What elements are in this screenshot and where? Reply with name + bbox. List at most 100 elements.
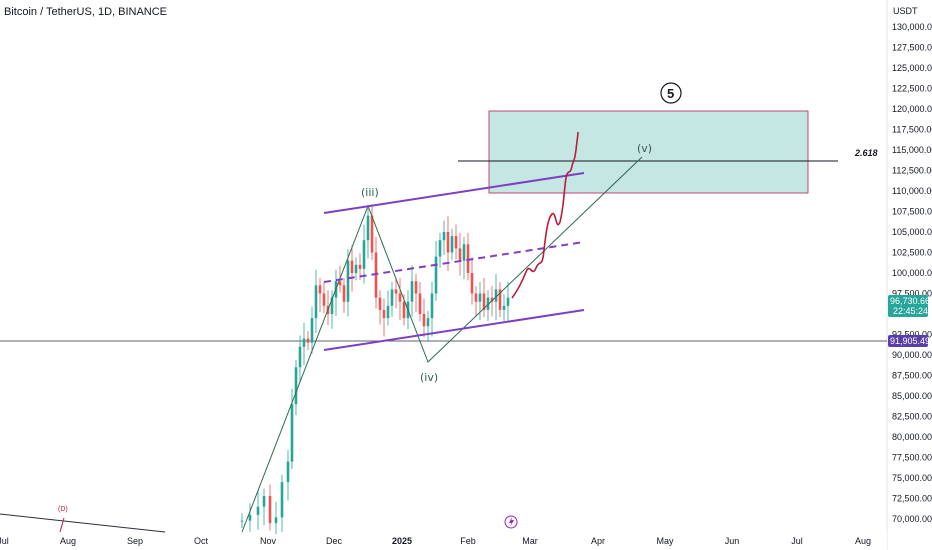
candle-body[interactable] [462, 244, 466, 261]
chart-title: Bitcoin / TetherUS, 1D, BINANCE [4, 6, 168, 18]
candle-body[interactable] [274, 517, 278, 524]
channel-mid-line[interactable] [323, 241, 585, 283]
candle-body[interactable] [314, 285, 318, 319]
candle-body[interactable] [450, 236, 454, 253]
time-axis[interactable] [0, 532, 887, 550]
candle-body[interactable] [410, 281, 414, 302]
candle-body[interactable] [470, 273, 474, 294]
y-tick-label: 90,000.00 [892, 350, 932, 360]
candle-body[interactable] [322, 293, 326, 306]
countdown: 22:45:24 [893, 306, 928, 316]
candle-body[interactable] [502, 305, 506, 310]
candle-body[interactable] [268, 496, 272, 524]
candle-body[interactable] [346, 260, 350, 302]
candle-body[interactable] [454, 236, 458, 249]
y-tick-label: 97,500.00 [892, 289, 932, 299]
candle-body[interactable] [286, 461, 290, 483]
candle-body[interactable] [366, 215, 370, 241]
y-tick-label: 85,000.00 [892, 391, 932, 401]
x-axis-labels: Jul Aug Sep Oct Nov Dec 2025 Feb Mar Apr May Jun Jul… [0, 536, 871, 546]
wave-label-v: (v) [637, 142, 652, 155]
x-tick-label: May [656, 536, 674, 546]
x-tick-label: Nov [260, 536, 277, 546]
candle-body[interactable] [306, 338, 310, 343]
current-price: 96,730.66 [890, 296, 930, 306]
candle-body[interactable] [298, 346, 302, 368]
candle-body[interactable] [422, 314, 426, 327]
candle-body[interactable] [506, 297, 510, 306]
y-tick-label: 80,000.00 [892, 432, 932, 442]
candle-body[interactable] [302, 338, 306, 347]
y-tick-label: 120,000.00 [892, 104, 932, 114]
candle-body[interactable] [378, 297, 382, 310]
candle-body[interactable] [418, 293, 422, 315]
candle-body[interactable] [478, 293, 482, 302]
y-tick-label: 112,500.00 [892, 166, 932, 176]
old-trendline[interactable] [0, 513, 166, 533]
y-tick-label: 117,500.00 [892, 125, 932, 135]
candle-body[interactable] [310, 318, 314, 343]
x-tick-label: Apr [591, 536, 605, 546]
candle-body[interactable] [248, 514, 252, 521]
candle-body[interactable] [280, 482, 284, 518]
fib-label: 2.618 [854, 148, 878, 158]
current-price-badge [888, 295, 928, 317]
y-tick-label: 77,500.00 [892, 453, 932, 463]
x-tick-label: Dec [326, 536, 343, 546]
candle-body[interactable] [398, 293, 402, 302]
candle-body[interactable] [262, 496, 266, 507]
candle-body[interactable] [446, 232, 450, 253]
channel-lower-line[interactable] [323, 309, 585, 351]
candle-body[interactable] [466, 244, 470, 273]
candle-body[interactable] [474, 293, 478, 302]
y-tick-label: 115,000.00 [892, 145, 932, 155]
candle-body[interactable] [358, 264, 362, 269]
candle-body[interactable] [390, 289, 394, 306]
elliott-wave-path[interactable] [241, 156, 643, 533]
candle-body[interactable] [486, 297, 490, 310]
candle-body[interactable] [386, 305, 390, 319]
candle-body[interactable] [434, 256, 438, 294]
candle-body[interactable] [374, 252, 378, 298]
candle-body[interactable] [414, 281, 418, 294]
candle-body[interactable] [240, 520, 244, 522]
wave-label-5: 5 [667, 86, 674, 101]
candle-body[interactable] [342, 285, 346, 302]
x-tick-label: Sep [127, 536, 143, 546]
currency-label: USDT [893, 6, 918, 16]
price-axis[interactable] [887, 0, 932, 550]
x-tick-label: Aug [60, 536, 76, 546]
candle-body[interactable] [382, 309, 386, 319]
candle-body[interactable] [426, 318, 430, 327]
candle-body[interactable] [490, 297, 494, 302]
candle-body[interactable] [482, 293, 486, 310]
channel-upper-line[interactable] [323, 172, 585, 214]
candle-body[interactable] [338, 281, 342, 286]
candle-body[interactable] [442, 232, 446, 241]
candle-body[interactable] [362, 240, 366, 269]
wave-label-iv: (iv) [420, 371, 438, 384]
y-tick-label: 107,500.00 [892, 207, 932, 217]
y-axis-labels: 130,000.00 127,500.00 125,000.00 122,500.00… [892, 22, 932, 524]
projection-path[interactable] [511, 131, 579, 299]
candle-body[interactable] [370, 215, 374, 253]
candle-body[interactable] [350, 260, 354, 273]
candle-body[interactable] [290, 404, 294, 462]
wave-label-iii: (iii) [361, 186, 379, 199]
candle-body[interactable] [330, 297, 334, 314]
candle-body[interactable] [458, 248, 462, 261]
candle-body[interactable] [318, 285, 322, 294]
candle-body[interactable] [354, 264, 358, 273]
old-wave-line [59, 517, 65, 533]
candle-body[interactable] [402, 301, 406, 319]
candle-body[interactable] [394, 289, 398, 294]
candle-body[interactable] [498, 289, 502, 310]
candle-body[interactable] [294, 367, 298, 405]
candle-body[interactable] [430, 293, 434, 319]
y-tick-label: 82,500.00 [892, 412, 932, 422]
candle-body[interactable] [256, 506, 260, 515]
candle-body[interactable] [494, 289, 498, 302]
x-tick-label: Jul [791, 536, 803, 546]
candle-body[interactable] [438, 240, 442, 257]
